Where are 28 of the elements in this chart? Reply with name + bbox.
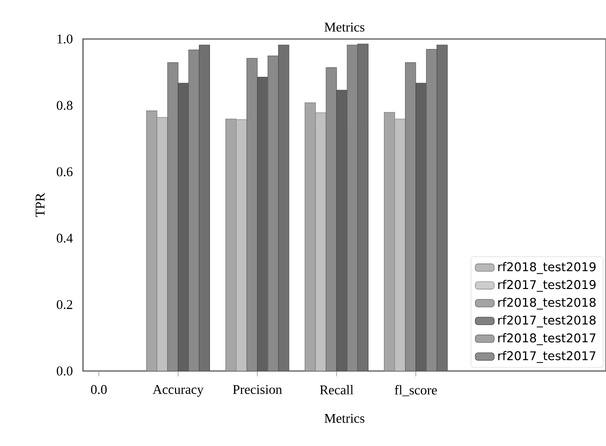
y-axis-title: TPR	[36, 192, 44, 217]
legend-label: rf2018_test2017	[498, 333, 596, 346]
bar	[225, 118, 237, 371]
legend-label: rf2018_test2019	[498, 262, 596, 274]
chart-title: Metrics	[324, 22, 364, 32]
legend-label: rf2017_test2019	[498, 280, 596, 292]
bar	[156, 117, 168, 371]
legend-label: rf2017_test2018	[498, 315, 596, 328]
y-tick-label: 1.0	[57, 34, 72, 44]
x-tick-label: Precision	[232, 385, 282, 394]
x-tick-label: 0.0	[91, 385, 107, 394]
y-tick-label: 0.4	[56, 234, 73, 243]
bar	[304, 102, 316, 371]
legend-label: rf2017_test2017	[498, 350, 596, 363]
y-tick-label: 0.6	[56, 167, 73, 176]
x-tick-label: fl_score	[394, 385, 437, 396]
legend-label: rf2018_test2018	[498, 298, 596, 310]
y-tick-label: 0.0	[56, 366, 72, 376]
y-tick-label: 0.2	[56, 300, 72, 310]
y-tick-label: 0.8	[56, 100, 72, 110]
bar	[146, 110, 158, 371]
bar	[315, 112, 326, 371]
bar	[236, 119, 248, 371]
bar	[394, 118, 406, 371]
x-axis-title: Metrics	[324, 414, 364, 423]
bar	[384, 112, 396, 371]
x-tick-label: Accuracy	[152, 385, 204, 397]
x-tick-label: Recall	[320, 385, 354, 394]
